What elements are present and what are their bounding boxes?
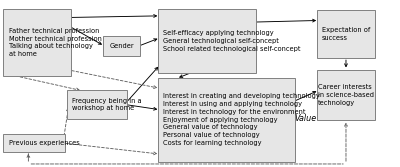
- Text: Gender: Gender: [109, 43, 134, 49]
- FancyBboxPatch shape: [158, 9, 256, 73]
- Text: Frequency being in a
workshop at home: Frequency being in a workshop at home: [72, 98, 142, 111]
- Text: Expectation of
success: Expectation of success: [322, 27, 370, 41]
- FancyArrowPatch shape: [66, 143, 156, 155]
- FancyBboxPatch shape: [158, 78, 295, 161]
- FancyBboxPatch shape: [3, 9, 71, 76]
- FancyArrowPatch shape: [126, 67, 158, 102]
- Text: Previous experiences: Previous experiences: [8, 140, 79, 146]
- Text: Father technical profession
Mother technical profession
Talking about technology: Father technical profession Mother techn…: [8, 28, 102, 57]
- Text: Interest in creating and developing technology
Interest in using and applying te: Interest in creating and developing tech…: [164, 93, 320, 146]
- FancyBboxPatch shape: [3, 134, 65, 152]
- FancyBboxPatch shape: [317, 69, 375, 120]
- FancyArrowPatch shape: [16, 76, 79, 91]
- FancyArrowPatch shape: [72, 15, 156, 17]
- Text: Self-efficacy applying technology
General technological self-concept
School rela: Self-efficacy applying technology Genera…: [164, 30, 301, 52]
- FancyArrowPatch shape: [344, 60, 347, 67]
- FancyArrowPatch shape: [141, 39, 157, 45]
- FancyBboxPatch shape: [103, 36, 140, 56]
- FancyArrowPatch shape: [71, 27, 101, 44]
- FancyArrowPatch shape: [127, 105, 156, 110]
- FancyBboxPatch shape: [67, 90, 126, 119]
- Text: Career interests
in science-based
technology: Career interests in science-based techno…: [318, 84, 374, 106]
- Text: Value: Value: [294, 114, 316, 123]
- FancyArrowPatch shape: [72, 71, 156, 89]
- FancyArrowPatch shape: [256, 19, 315, 22]
- FancyArrowPatch shape: [180, 73, 190, 77]
- FancyArrowPatch shape: [63, 108, 69, 140]
- FancyArrowPatch shape: [296, 92, 316, 100]
- FancyBboxPatch shape: [317, 10, 375, 58]
